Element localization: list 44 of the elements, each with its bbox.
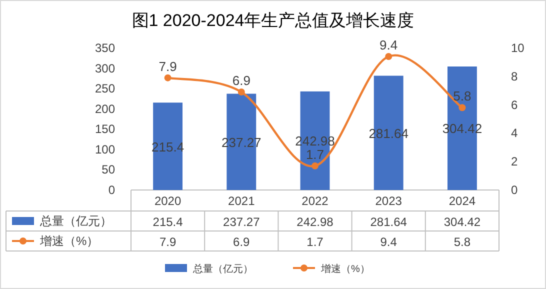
x-tick-label: 2020 [154, 194, 182, 208]
data-label: 237.27 [223, 215, 260, 229]
x-tick-label: 2021 [228, 194, 256, 208]
y-tick-label: 250 [94, 82, 116, 96]
y2-tick-label: 8 [511, 69, 518, 84]
annotation: 6.9 [232, 73, 250, 88]
x-tick-label: 2024 [448, 194, 476, 208]
y2-tick-label: 6 [511, 98, 518, 112]
point [385, 53, 392, 60]
y2-tick-label: 4 [511, 126, 518, 140]
point [164, 74, 172, 82]
y-tick-label: 150 [94, 122, 116, 136]
point [458, 104, 466, 112]
annotation: 9.4 [380, 38, 398, 53]
legend: 增速（%） [293, 264, 370, 275]
data-label: 1.7 [306, 235, 324, 249]
data-label: 9.4 [380, 235, 398, 249]
y-tick-label: 200 [94, 102, 116, 116]
point [238, 88, 245, 96]
data-label: 215.4 [152, 215, 184, 229]
annotation: 5.8 [453, 88, 472, 104]
y2-tick-label: 0 [511, 183, 518, 197]
y-tick-label: 350 [94, 41, 116, 55]
y-tick-label: 300 [94, 61, 116, 76]
y2-tick-label: 2 [511, 154, 518, 169]
chart-title: 图1 2020-2024年生产总值及增长速度 [132, 11, 414, 30]
legend-label: 增速（%） [39, 234, 99, 248]
x-tick-label: 2023 [375, 194, 402, 208]
point [312, 162, 318, 170]
y2-tick-label: 10 [511, 41, 525, 55]
annotation: 7.9 [158, 58, 177, 74]
y-tick-label: 100 [94, 142, 116, 156]
legend: 总量（亿元） [165, 264, 253, 275]
data-label: 6.9 [233, 235, 250, 249]
y-tick-label: 50 [102, 162, 116, 177]
data-label: 7.9 [159, 235, 176, 249]
y-tick-label: 0 [108, 183, 116, 197]
x-tick-label: 2022 [302, 194, 329, 208]
data-label: 281.64 [370, 215, 408, 229]
data-label: 242.98 [296, 215, 334, 229]
data-label: 5.8 [454, 235, 471, 249]
annotation: 1.7 [306, 146, 324, 162]
legend-label: 总量（亿元） [39, 214, 112, 228]
data-label: 304.42 [444, 215, 481, 229]
